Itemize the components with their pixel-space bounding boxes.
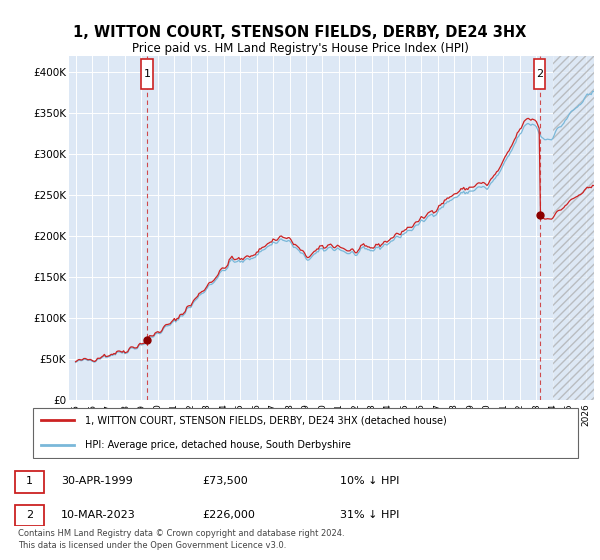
Text: 1: 1 (143, 69, 151, 79)
Point (142, 335, 152, 344)
Text: 1: 1 (26, 477, 33, 486)
Text: Contains HM Land Registry data © Crown copyright and database right 2024.
This d: Contains HM Land Registry data © Crown c… (18, 529, 344, 550)
Bar (553, 56, 594, 400)
Text: £226,000: £226,000 (202, 510, 255, 520)
FancyBboxPatch shape (15, 505, 44, 526)
Text: 30-APR-1999: 30-APR-1999 (61, 477, 133, 486)
Text: £73,500: £73,500 (202, 477, 248, 486)
FancyBboxPatch shape (141, 59, 152, 88)
Text: 2: 2 (26, 510, 33, 520)
Point (535, 211, 544, 220)
Text: HPI: Average price, detached house, South Derbyshire: HPI: Average price, detached house, Sout… (85, 440, 351, 450)
Text: 1, WITTON COURT, STENSON FIELDS, DERBY, DE24 3HX: 1, WITTON COURT, STENSON FIELDS, DERBY, … (73, 25, 527, 40)
FancyBboxPatch shape (15, 471, 44, 493)
FancyBboxPatch shape (33, 408, 578, 458)
Text: 10-MAR-2023: 10-MAR-2023 (61, 510, 136, 520)
Text: 31% ↓ HPI: 31% ↓ HPI (340, 510, 400, 520)
Text: Price paid vs. HM Land Registry's House Price Index (HPI): Price paid vs. HM Land Registry's House … (131, 42, 469, 55)
Text: 10% ↓ HPI: 10% ↓ HPI (340, 477, 400, 486)
Text: 1, WITTON COURT, STENSON FIELDS, DERBY, DE24 3HX (detached house): 1, WITTON COURT, STENSON FIELDS, DERBY, … (85, 416, 447, 426)
FancyBboxPatch shape (534, 59, 545, 88)
Text: 2: 2 (536, 69, 543, 79)
